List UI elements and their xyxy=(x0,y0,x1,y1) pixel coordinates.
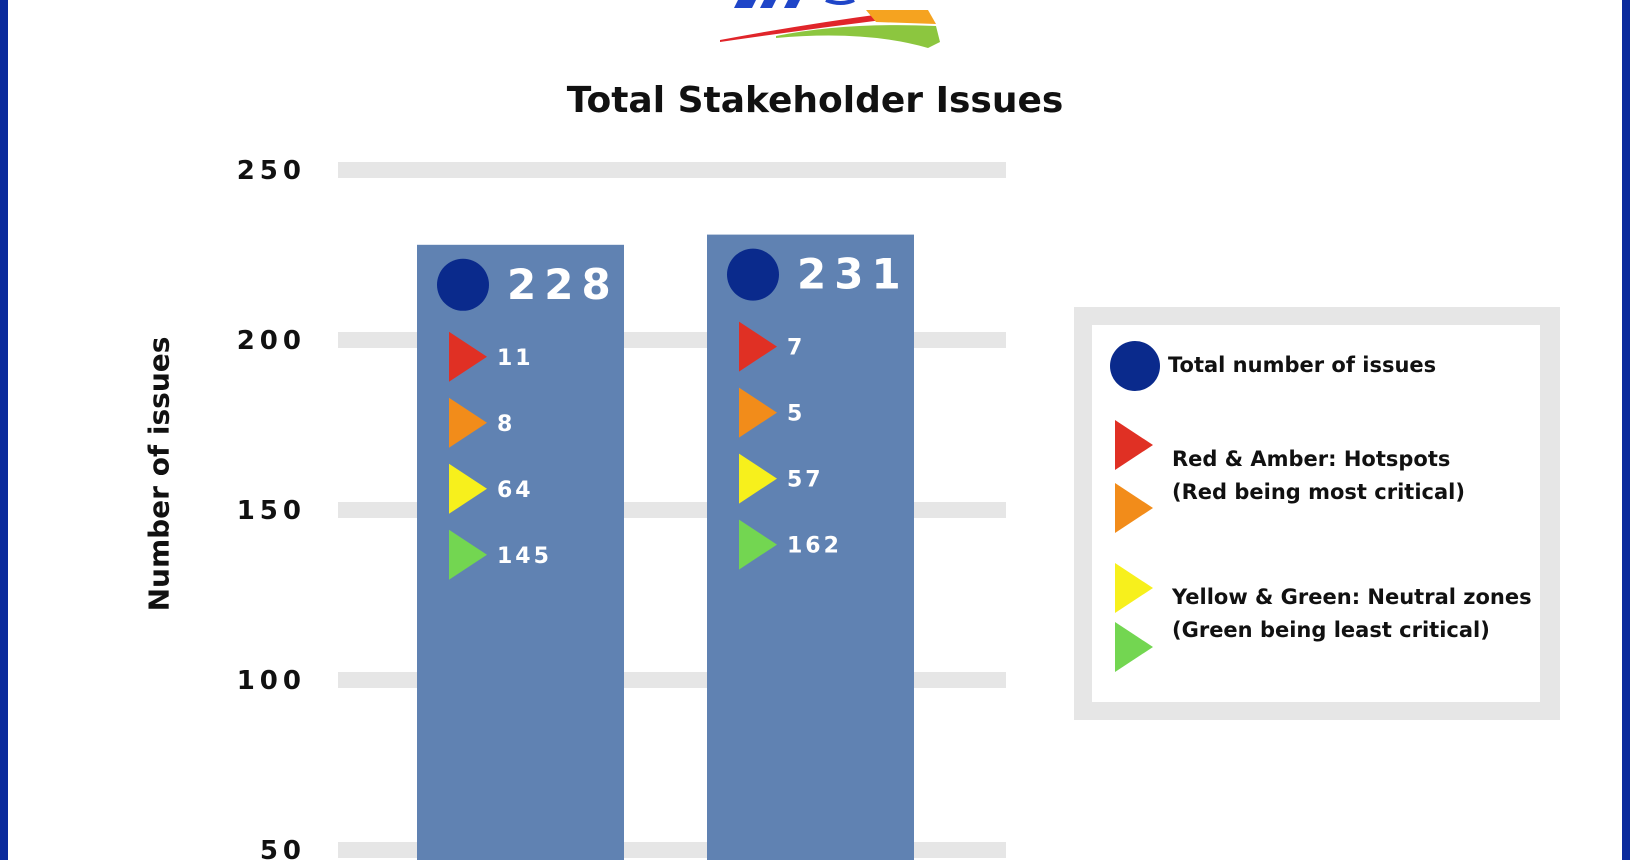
legend-total-label: Total number of issues xyxy=(1168,353,1437,377)
legend-orange-triangle-icon xyxy=(1115,483,1153,533)
green-count-label: 145 xyxy=(497,544,552,569)
legend-hotspots-label: Red & Amber: Hotspots xyxy=(1172,447,1451,471)
orange-count-label: 5 xyxy=(787,402,805,427)
legend-green-triangle-icon xyxy=(1115,622,1153,672)
legend-total-dot-icon xyxy=(1110,341,1160,391)
legend-yellow-triangle-icon xyxy=(1115,563,1153,613)
red-count-label: 7 xyxy=(787,336,805,361)
total-dot-icon xyxy=(727,248,779,301)
red-count-label: 11 xyxy=(497,346,534,371)
green-triangle-icon xyxy=(449,529,487,580)
red-triangle-icon xyxy=(739,321,777,372)
legend: Total number of issues Red & Amber: Hots… xyxy=(1074,307,1560,720)
grid-line xyxy=(338,162,1006,178)
total-value-label: 231 xyxy=(797,250,909,299)
y-tick-label: 50 xyxy=(260,836,306,860)
y-tick-label: 250 xyxy=(237,156,306,186)
legend-hotspots-note: (Red being most critical) xyxy=(1172,480,1465,504)
orange-count-label: 8 xyxy=(497,412,515,437)
green-triangle-icon xyxy=(739,519,777,570)
legend-red-triangle-icon xyxy=(1115,420,1153,470)
y-tick-label: 100 xyxy=(237,666,306,696)
orange-triangle-icon xyxy=(739,387,777,438)
legend-panel: Total number of issues Red & Amber: Hots… xyxy=(1092,325,1540,702)
total-dot-icon xyxy=(437,258,489,311)
green-count-label: 162 xyxy=(787,534,842,559)
y-tick-label: 150 xyxy=(237,496,306,526)
left-border xyxy=(0,0,8,860)
yellow-triangle-icon xyxy=(739,453,777,504)
orange-triangle-icon xyxy=(449,397,487,448)
legend-neutral-label: Yellow & Green: Neutral zones xyxy=(1172,585,1532,609)
right-border xyxy=(1622,0,1630,860)
logo xyxy=(720,0,940,48)
yellow-triangle-icon xyxy=(449,463,487,514)
yellow-count-label: 57 xyxy=(787,468,824,493)
red-triangle-icon xyxy=(449,331,487,382)
legend-neutral-note: (Green being least critical) xyxy=(1172,618,1490,642)
yellow-count-label: 64 xyxy=(497,478,534,503)
y-tick-label: 200 xyxy=(237,326,306,356)
total-value-label: 228 xyxy=(507,260,619,309)
chart-title: Total Stakeholder Issues xyxy=(566,80,1064,121)
